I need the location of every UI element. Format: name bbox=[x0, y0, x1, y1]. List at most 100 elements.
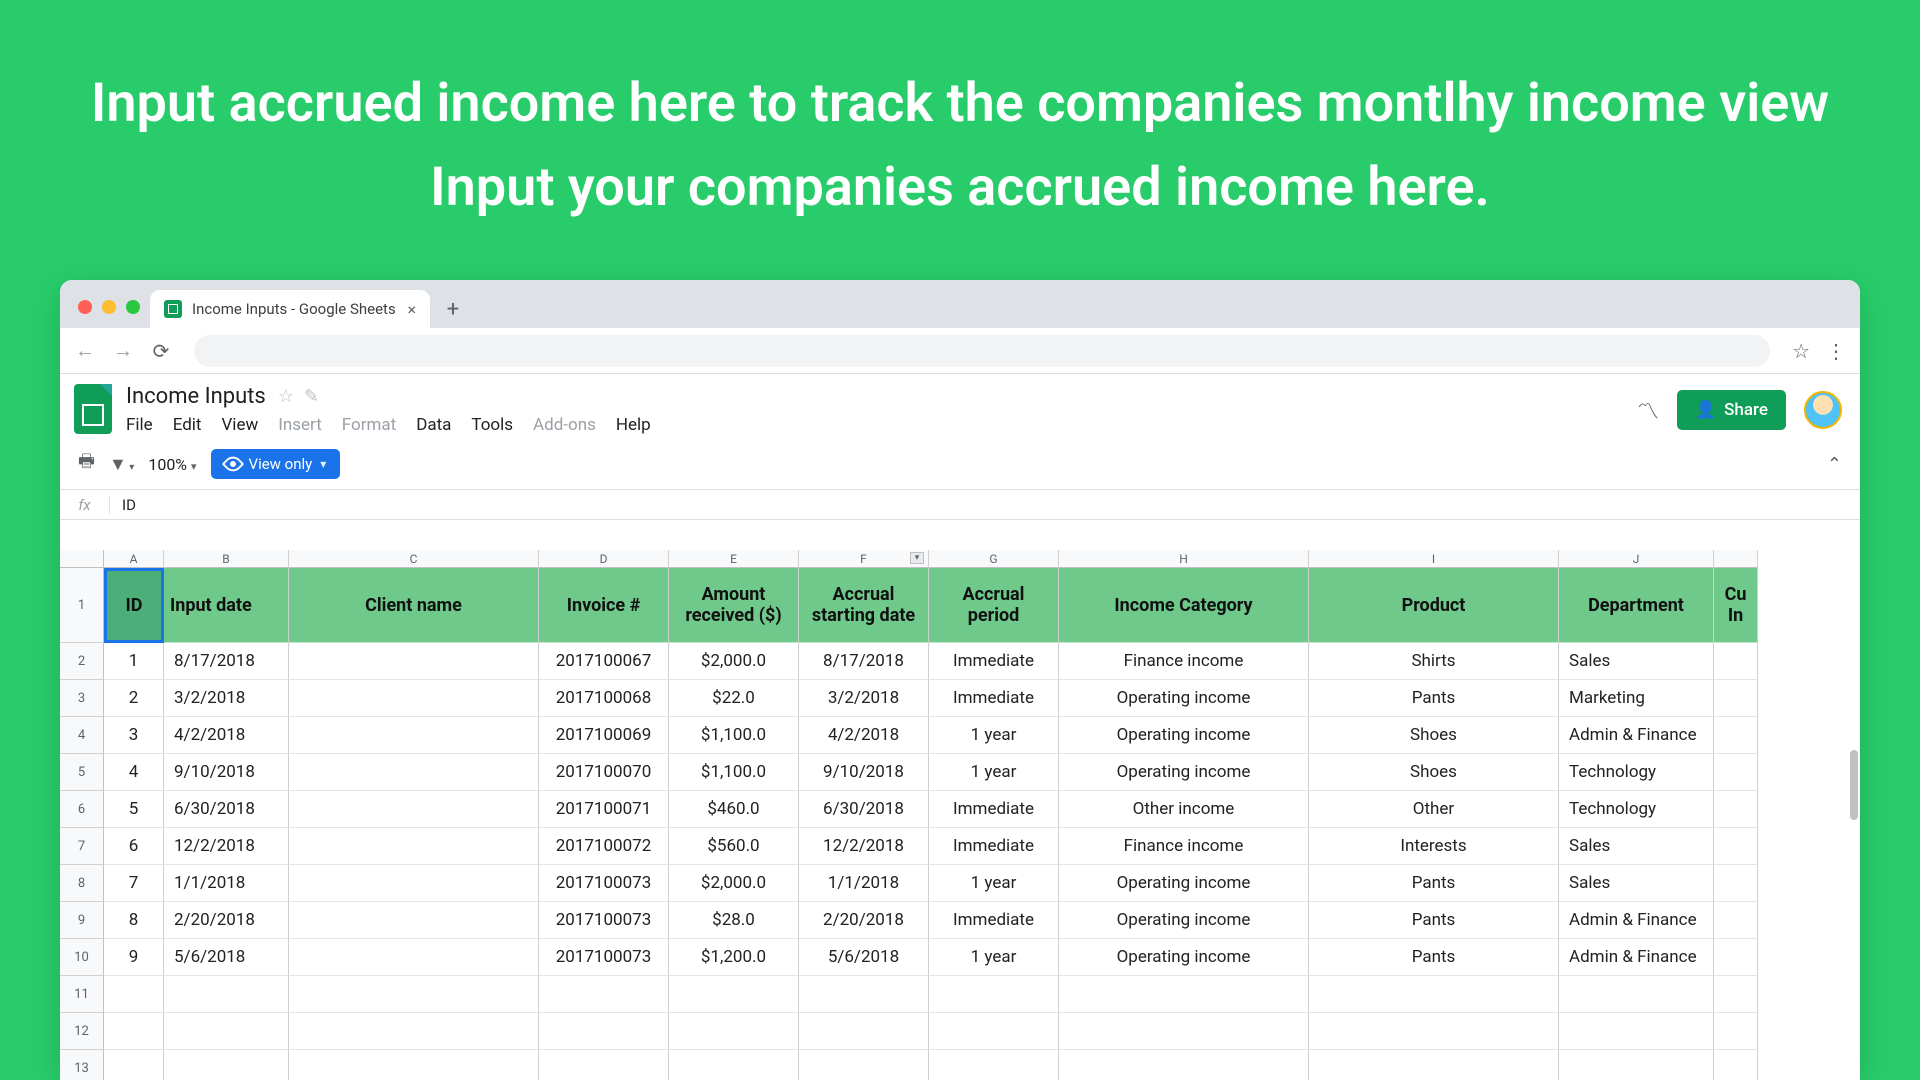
row-number[interactable]: 11 bbox=[60, 976, 104, 1013]
cell[interactable]: 1 year bbox=[929, 717, 1059, 754]
cell[interactable] bbox=[104, 1013, 164, 1050]
cell[interactable] bbox=[104, 976, 164, 1013]
formula-input[interactable]: ID bbox=[110, 496, 148, 514]
cell[interactable]: $2,000.0 bbox=[669, 865, 799, 902]
back-button[interactable]: ← bbox=[74, 338, 96, 363]
cell[interactable]: 2017100067 bbox=[539, 643, 669, 680]
cell[interactable]: Operating income bbox=[1059, 865, 1309, 902]
cell[interactable]: 2017100068 bbox=[539, 680, 669, 717]
cell[interactable]: 1/1/2018 bbox=[164, 865, 289, 902]
cell[interactable]: 2/20/2018 bbox=[164, 902, 289, 939]
cell[interactable] bbox=[1714, 865, 1758, 902]
cell[interactable] bbox=[1309, 976, 1559, 1013]
cell[interactable] bbox=[669, 976, 799, 1013]
cell[interactable]: Operating income bbox=[1059, 902, 1309, 939]
cell[interactable]: 5/6/2018 bbox=[799, 939, 929, 976]
cell[interactable] bbox=[799, 1050, 929, 1080]
cell[interactable]: 3/2/2018 bbox=[799, 680, 929, 717]
view-only-button[interactable]: View only ▾ bbox=[211, 449, 341, 479]
menu-file[interactable]: File bbox=[126, 415, 153, 435]
cell[interactable] bbox=[669, 1013, 799, 1050]
cell[interactable] bbox=[1559, 976, 1714, 1013]
cell[interactable]: 5 bbox=[104, 791, 164, 828]
account-avatar[interactable] bbox=[1804, 391, 1842, 429]
vertical-scrollbar[interactable] bbox=[1850, 750, 1858, 820]
cell[interactable]: Technology bbox=[1559, 754, 1714, 791]
address-input[interactable] bbox=[194, 335, 1770, 367]
cell[interactable] bbox=[289, 717, 539, 754]
cell[interactable]: 2017100071 bbox=[539, 791, 669, 828]
cell[interactable] bbox=[669, 1050, 799, 1080]
header-cell[interactable]: Input date bbox=[164, 568, 289, 643]
cell[interactable]: Sales bbox=[1559, 865, 1714, 902]
column-header-G[interactable]: G▾ bbox=[929, 550, 1059, 568]
activity-icon[interactable]: 〽 bbox=[1637, 394, 1659, 426]
cell[interactable]: $28.0 bbox=[669, 902, 799, 939]
sheets-logo-icon[interactable] bbox=[74, 384, 112, 434]
menu-help[interactable]: Help bbox=[616, 415, 651, 435]
cell[interactable] bbox=[1559, 1050, 1714, 1080]
column-header-C[interactable]: C▾ bbox=[289, 550, 539, 568]
cell[interactable]: Shirts bbox=[1309, 643, 1559, 680]
cell[interactable]: 7 bbox=[104, 865, 164, 902]
cell[interactable]: $22.0 bbox=[669, 680, 799, 717]
cell[interactable] bbox=[289, 865, 539, 902]
cell[interactable] bbox=[289, 828, 539, 865]
cell[interactable]: Shoes bbox=[1309, 754, 1559, 791]
header-cell[interactable]: Department bbox=[1559, 568, 1714, 643]
collapse-toolbar-icon[interactable]: ⌃ bbox=[1827, 454, 1842, 475]
cell[interactable] bbox=[104, 1050, 164, 1080]
column-header-A[interactable]: A▾ bbox=[104, 550, 164, 568]
cell[interactable]: 6/30/2018 bbox=[799, 791, 929, 828]
cell[interactable] bbox=[1714, 717, 1758, 754]
cell[interactable]: $2,000.0 bbox=[669, 643, 799, 680]
cell[interactable]: 6/30/2018 bbox=[164, 791, 289, 828]
cell[interactable]: 4/2/2018 bbox=[799, 717, 929, 754]
cell[interactable]: 9/10/2018 bbox=[799, 754, 929, 791]
cell[interactable]: 4 bbox=[104, 754, 164, 791]
cell[interactable]: Operating income bbox=[1059, 717, 1309, 754]
cell[interactable] bbox=[1059, 976, 1309, 1013]
cell[interactable]: 2017100073 bbox=[539, 939, 669, 976]
cell[interactable]: 1 year bbox=[929, 865, 1059, 902]
cell[interactable]: 8 bbox=[104, 902, 164, 939]
cell[interactable] bbox=[1714, 643, 1758, 680]
cell[interactable] bbox=[289, 939, 539, 976]
header-cell[interactable]: Amount received ($) bbox=[669, 568, 799, 643]
cell[interactable]: 2017100069 bbox=[539, 717, 669, 754]
row-number[interactable]: 12 bbox=[60, 1013, 104, 1050]
browser-tab[interactable]: Income Inputs - Google Sheets × bbox=[150, 290, 430, 328]
cell[interactable]: $1,100.0 bbox=[669, 717, 799, 754]
cell[interactable] bbox=[1714, 791, 1758, 828]
cell[interactable]: 12/2/2018 bbox=[799, 828, 929, 865]
cell[interactable]: 6 bbox=[104, 828, 164, 865]
cell[interactable] bbox=[164, 1013, 289, 1050]
cell[interactable]: Immediate bbox=[929, 791, 1059, 828]
cell[interactable]: Operating income bbox=[1059, 939, 1309, 976]
window-controls[interactable] bbox=[72, 300, 150, 328]
cell[interactable]: 1 year bbox=[929, 939, 1059, 976]
cell[interactable]: 8/17/2018 bbox=[164, 643, 289, 680]
cell[interactable] bbox=[1559, 1013, 1714, 1050]
forward-button[interactable]: → bbox=[112, 338, 134, 363]
cell[interactable]: Other bbox=[1309, 791, 1559, 828]
cell[interactable] bbox=[289, 643, 539, 680]
cell[interactable] bbox=[1714, 754, 1758, 791]
cell[interactable]: Sales bbox=[1559, 643, 1714, 680]
cell[interactable] bbox=[1714, 1050, 1758, 1080]
cell[interactable] bbox=[289, 680, 539, 717]
cell[interactable]: Shoes bbox=[1309, 717, 1559, 754]
cell[interactable] bbox=[1714, 939, 1758, 976]
cell[interactable] bbox=[539, 1050, 669, 1080]
column-header-J[interactable]: J▾ bbox=[1559, 550, 1714, 568]
star-document-icon[interactable]: ☆ bbox=[278, 386, 294, 407]
cell[interactable] bbox=[1714, 902, 1758, 939]
row-number[interactable]: 4 bbox=[60, 717, 104, 754]
cell[interactable] bbox=[539, 1013, 669, 1050]
header-cell[interactable]: Cu In bbox=[1714, 568, 1758, 643]
cell[interactable]: 12/2/2018 bbox=[164, 828, 289, 865]
new-tab-button[interactable]: + bbox=[436, 292, 470, 326]
cell[interactable]: 1 bbox=[104, 643, 164, 680]
cell[interactable]: Finance income bbox=[1059, 828, 1309, 865]
cell[interactable] bbox=[929, 976, 1059, 1013]
